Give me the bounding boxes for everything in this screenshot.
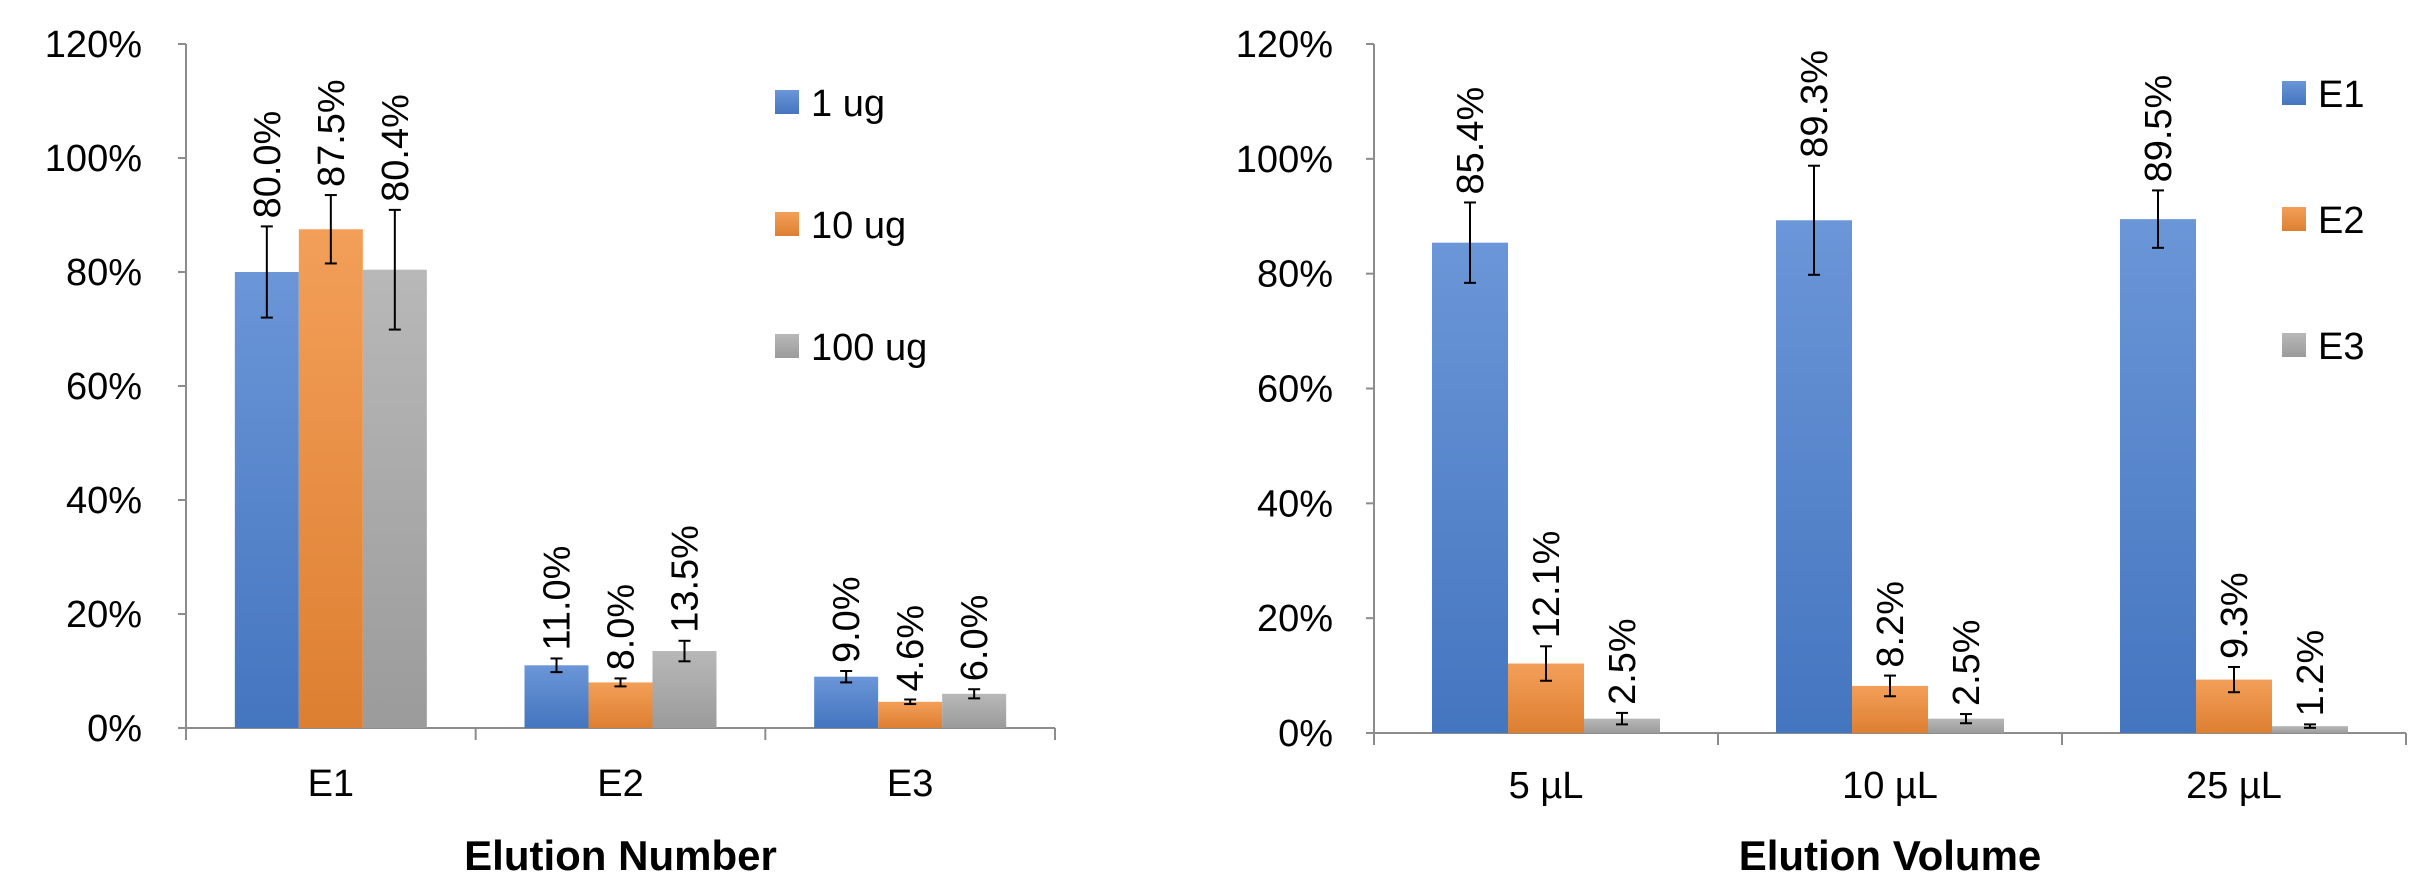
bar-E1-10-µL [1776, 220, 1852, 733]
legend-label: 10 ug [811, 205, 906, 247]
data-label: 89.5% [2138, 75, 2180, 183]
y-tick-label: 40% [66, 480, 142, 522]
legend-swatch [775, 334, 799, 358]
bar-100-ug-E3 [942, 693, 1007, 728]
legend-label: E2 [2318, 200, 2364, 242]
data-label: 80.4% [375, 94, 417, 202]
data-label: 11.0% [537, 546, 579, 651]
data-label: 9.0% [826, 576, 868, 663]
legend-swatch [2282, 333, 2306, 357]
y-tick-label: 100% [45, 138, 142, 180]
legend-swatch [775, 90, 799, 114]
legend-swatch [775, 212, 799, 236]
bar-100-ug-E2 [652, 651, 717, 728]
data-label: 9.3% [2214, 572, 2256, 659]
bar-1-ug-E2 [524, 665, 589, 728]
y-tick-label: 0% [1278, 713, 1333, 755]
y-tick-label: 100% [1236, 139, 1333, 181]
data-label: 1.2% [2290, 630, 2332, 717]
y-tick-label: 60% [1257, 369, 1333, 411]
data-label: 4.6% [890, 605, 932, 692]
legend-label: 1 ug [811, 83, 885, 125]
elution-number-chart: 0% 20% 40% 60% 80% 100% 120% 80.0% 87.5% 80.4% E1 1… [45, 24, 1056, 879]
data-label: 85.4% [1450, 87, 1492, 195]
data-label: 89.3% [1794, 50, 1836, 158]
data-label: 12.1% [1526, 531, 1568, 639]
y-tick-label: 80% [66, 252, 142, 294]
x-category-label: E1 [308, 763, 354, 805]
legend-swatch [2282, 81, 2306, 105]
bar-10-ug-E3 [878, 701, 943, 728]
bar-10-ug-E1 [298, 229, 363, 728]
bar-10-ug-E2 [588, 682, 653, 728]
x-category-label: 5 µL [1509, 765, 1584, 807]
data-label: 2.5% [1946, 619, 1988, 706]
x-axis-title: Elution Number [464, 832, 777, 879]
y-tick-label: 120% [45, 24, 142, 66]
data-label: 80.0% [247, 111, 289, 219]
legend-swatch [2282, 207, 2306, 231]
data-label: 6.0% [954, 595, 996, 682]
y-tick-label: 20% [66, 594, 142, 636]
bar-E3-5-µL [1584, 718, 1660, 733]
data-label: 8.0% [601, 584, 643, 671]
data-label: 13.5% [665, 525, 707, 633]
bar-1-ug-E1 [234, 272, 299, 728]
bar-1-ug-E3 [814, 676, 879, 728]
y-tick-label: 20% [1257, 598, 1333, 640]
bar-E3-10-µL [1928, 718, 2004, 733]
bar-100-ug-E1 [362, 269, 427, 728]
data-label: 87.5% [311, 79, 353, 187]
x-category-label: 25 µL [2186, 765, 2282, 807]
x-category-label: E3 [887, 763, 933, 805]
y-tick-label: 60% [66, 366, 142, 408]
y-tick-label: 0% [87, 708, 142, 750]
legend-label: E1 [2318, 74, 2364, 116]
bar-E3-25-µL [2272, 726, 2348, 733]
x-axis-title: Elution Volume [1739, 832, 2042, 879]
data-label: 8.2% [1870, 581, 1912, 668]
legend-label: E3 [2318, 326, 2364, 368]
y-tick-label: 40% [1257, 483, 1333, 525]
x-category-label: 10 µL [1842, 765, 1938, 807]
data-label: 2.5% [1602, 618, 1644, 705]
legend-label: 100 ug [811, 327, 927, 369]
y-tick-label: 120% [1236, 24, 1333, 66]
bar-E1-5-µL [1432, 242, 1508, 733]
x-category-label: E2 [597, 763, 643, 805]
elution-volume-chart: 0% 20% 40% 60% 80% 100% 120% 85.4% 12.1% 2.5% 5 µL… [1236, 24, 2407, 879]
bar-E1-25-µL [2120, 219, 2196, 733]
y-tick-label: 80% [1257, 254, 1333, 296]
